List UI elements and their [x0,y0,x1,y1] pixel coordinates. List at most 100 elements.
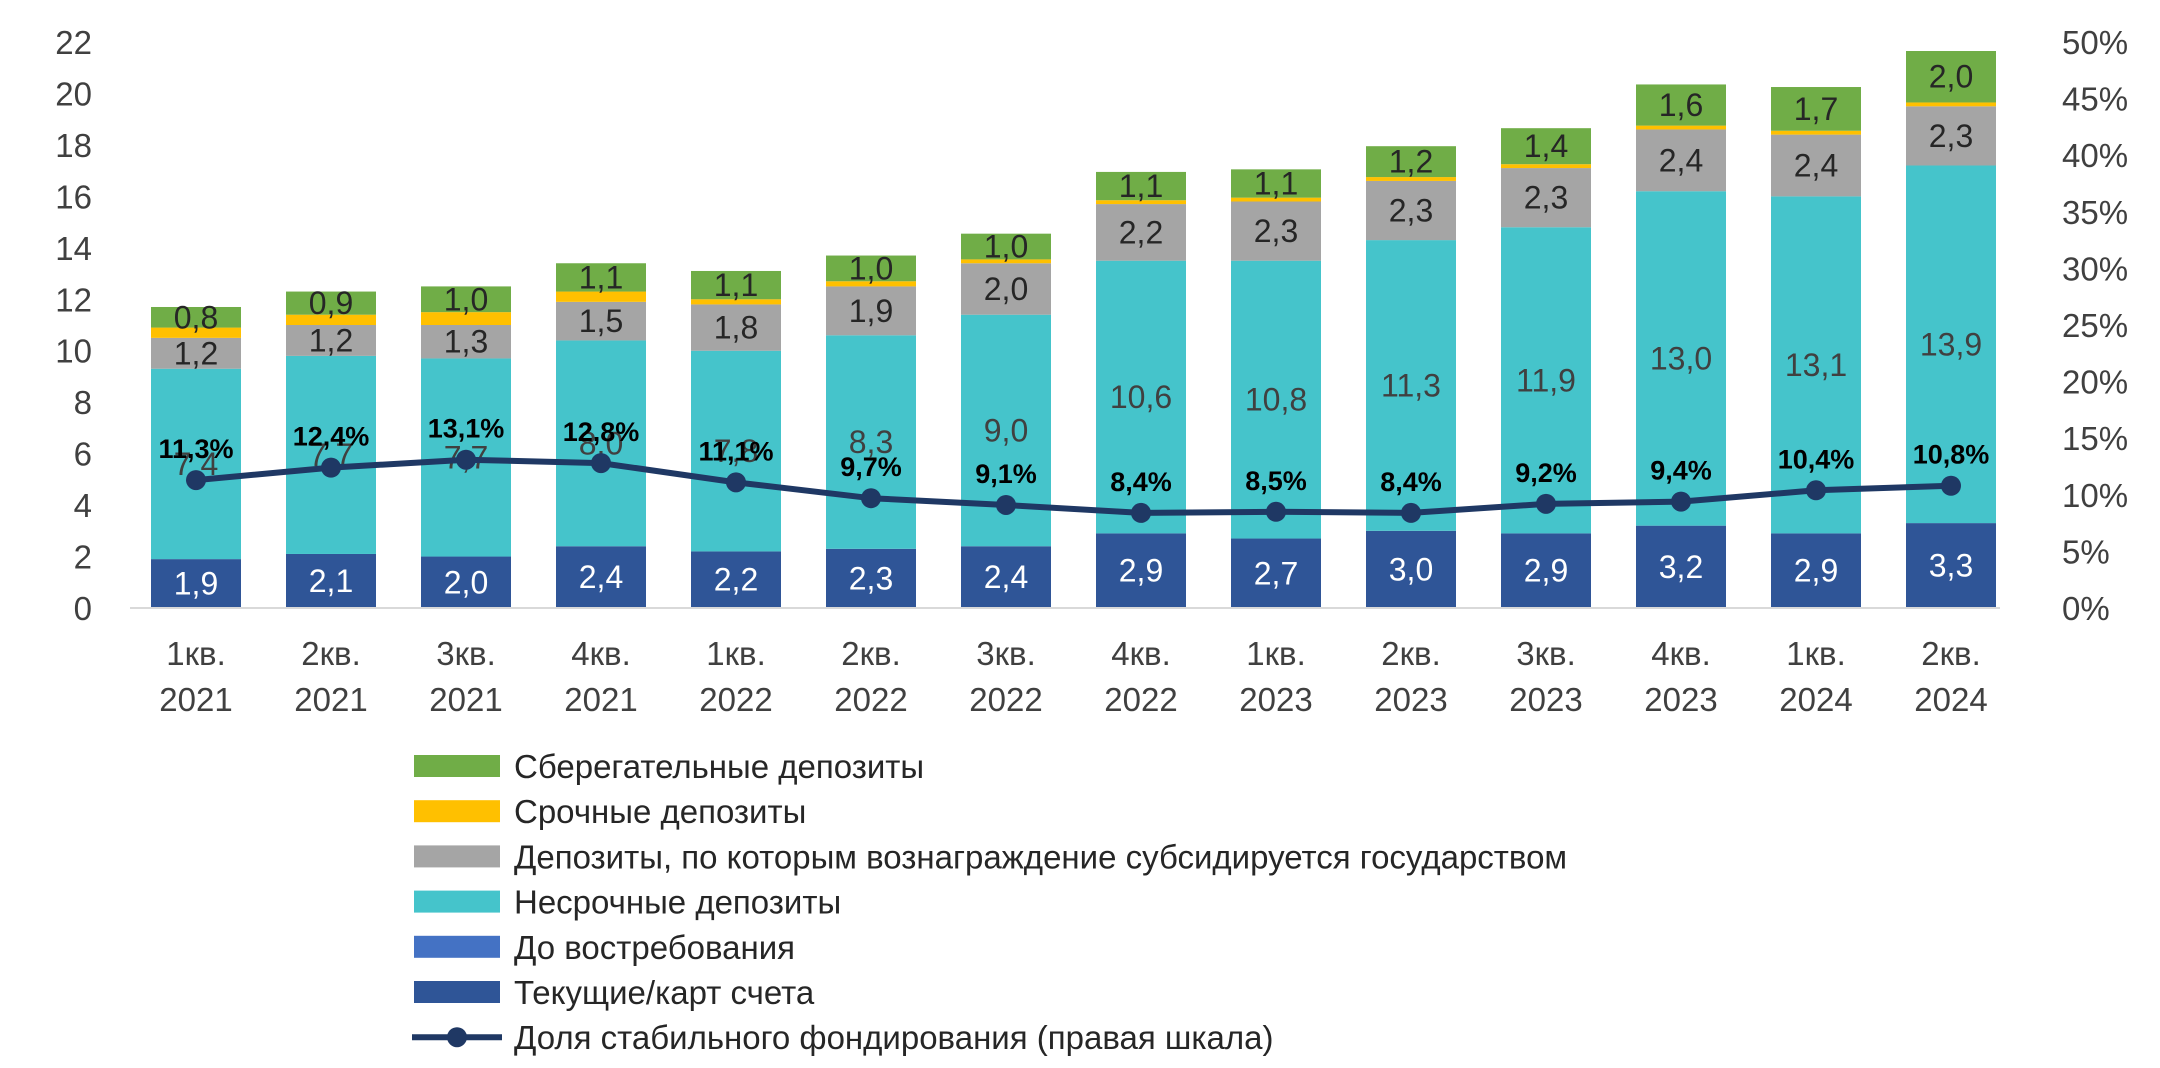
bar-segment [961,546,1051,608]
x-axis-quarter-label: 2кв. [301,635,361,672]
bar-segment [421,312,511,325]
right-axis-tick-label: 0% [2062,590,2110,627]
legend-label: Несрочные депозиты [514,884,841,921]
bar-segment [286,325,376,356]
line-point [321,457,341,478]
legend-item: Несрочные депозиты [414,884,841,921]
bar-data-label: 13,0 [1650,340,1712,376]
line-data-label: 12,4% [293,422,370,452]
bar-segment [1771,533,1861,608]
left-axis-tick-label: 2 [74,539,92,576]
legend-swatch [414,800,500,823]
legend: Сберегательные депозиты Срочные депозиты Д… [412,748,1567,1056]
line-point [591,453,611,474]
bar-data-label: 2,0 [444,564,488,600]
left-axis-tick-label: 4 [74,487,92,524]
right-axis: 0% 5% 10% 15% 20% 25% 30% 35% 40% 45% 50% [2062,24,2128,627]
bar-segment [1906,106,1996,166]
line-point [186,470,206,491]
bar-data-label: 2,7 [1254,555,1298,591]
legend-swatch [414,890,500,913]
right-axis-tick-label: 25% [2062,307,2128,344]
bar-data-label: 1,1 [579,259,623,295]
bar-segment [151,306,241,328]
line-data-label: 8,5% [1245,466,1307,496]
legend-marker [447,1027,467,1048]
bar-data-label: 1,0 [444,281,488,317]
line-data-label: 10,4% [1778,444,1855,474]
bar-data-label: 1,4 [1524,128,1568,164]
bar-segment [1231,201,1321,261]
bar-data-label: 3,3 [1929,548,1973,584]
x-axis-labels: 1кв. 2021 2кв. 2021 3кв. 2021 4кв. 2021 1кв. 2022… [159,635,1987,718]
bar-data-label: 10,6 [1110,379,1172,415]
bar-data-label: 9,0 [984,412,1028,448]
bar-segment [961,259,1051,264]
bar-segment [1366,177,1456,181]
line-point [861,488,881,509]
x-axis-quarter-label: 2кв. [1381,635,1441,672]
bar-data-label: 1,2 [309,322,353,358]
bar-segment [421,286,511,313]
bar-data-label: 13,9 [1920,326,1982,362]
bar-segment [1771,134,1861,197]
bar-segment [691,270,781,300]
x-axis-year-label: 2021 [294,681,367,718]
bar-segment [1501,533,1591,608]
right-axis-tick-label: 15% [2062,420,2128,457]
line-point [1536,493,1556,514]
bar-segment [826,335,916,549]
bar-stack: 3,2 13,0 2,4 1,6 [1636,84,1726,608]
bar-segment [1906,51,1996,103]
bar-segment [1636,84,1726,126]
legend-label: Текущие/карт счета [514,974,815,1011]
bar-segment [151,327,241,338]
bar-segment [826,255,916,282]
left-axis-tick-label: 6 [74,436,92,473]
legend-label: Срочные депозиты [514,793,806,830]
bar-data-label: 1,2 [174,335,218,371]
bar-data-label: 1,6 [1659,87,1703,123]
bar-segment [1636,191,1726,526]
bar-data-label: 2,9 [1794,553,1838,589]
bar-segment [691,299,781,305]
bar-segment [961,263,1051,315]
right-axis-tick-label: 5% [2062,533,2110,570]
line-data-label: 10,8% [1913,440,1990,470]
x-axis-year-label: 2021 [564,681,637,718]
legend-item: Депозиты, по которым вознаграждение субс… [414,838,1567,875]
line-data-label: 9,2% [1515,458,1577,488]
bar-stack: 2,48,01,51,1 [556,259,646,608]
bar-segment [1501,168,1591,228]
bar-data-label: 1,9 [849,293,893,329]
x-axis-year-label: 2022 [834,681,907,718]
legend-item: Сберегательные депозиты [414,748,924,785]
bar-data-label: 1,7 [1794,91,1838,127]
bar-data-label: 8,3 [849,424,893,460]
bar-segment [691,304,781,351]
bar-segment [1636,525,1726,608]
bar-data-label: 2,4 [579,559,623,595]
bar-segment [826,286,916,336]
bar-stack: 1,97,41,20,8 [151,299,241,608]
bar-segment [1771,130,1861,135]
bar-data-label: 2,0 [1929,59,1973,95]
legend-label: Депозиты, по которым вознаграждение субс… [514,838,1567,875]
left-axis-tick-label: 10 [55,333,92,370]
bar-data-label: 2,0 [984,271,1028,307]
bar-data-label: 0,8 [174,299,218,335]
bar-stack: 3,3 13,9 2,3 2,0 [1906,51,1996,608]
x-axis-quarter-label: 4кв. [1111,635,1171,672]
legend-label: До востребования [514,929,795,966]
bar-segment [1636,129,1726,192]
bar-segment [691,551,781,608]
line-data-label: 12,8% [563,417,640,447]
bar-data-label: 1,5 [579,303,623,339]
right-axis-tick-label: 20% [2062,364,2128,401]
bar-segment [1771,87,1861,131]
line-point [1941,475,1961,496]
bar-data-label: 1,0 [849,250,893,286]
bar-data-label: 1,2 [1389,144,1433,180]
bar-segment [1096,200,1186,205]
bar-data-label: 1,1 [714,267,758,303]
